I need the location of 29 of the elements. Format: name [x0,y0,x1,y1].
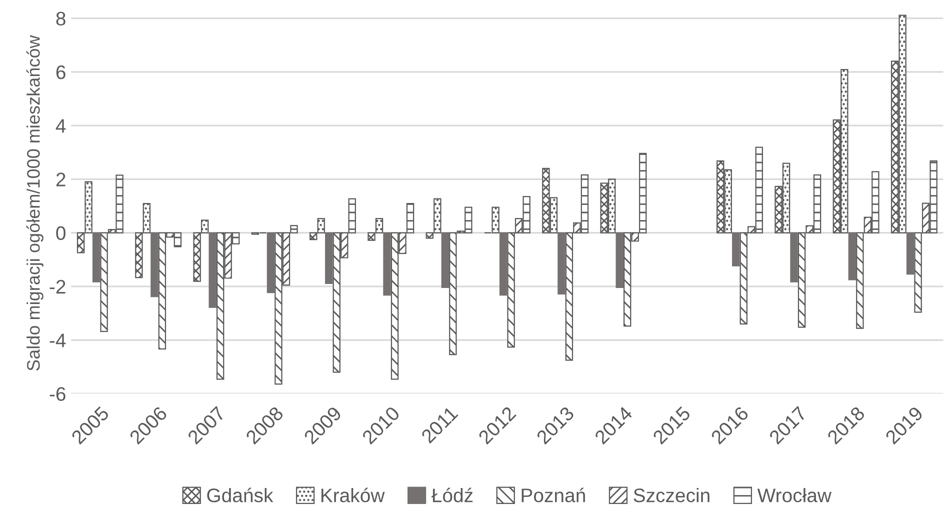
y-tick-label: -2 [50,280,66,294]
bar [383,232,391,296]
bar [325,232,333,284]
bar [558,232,566,294]
bar [790,232,798,282]
legend-label: Wrocław [757,488,832,502]
bar [92,232,100,282]
y-tick-label: -4 [50,334,66,348]
bar [499,232,508,296]
y-tick-label: -6 [50,387,66,401]
bar [266,232,275,294]
legend-label: Kraków [321,488,385,502]
y-tick-label: 0 [56,226,66,240]
y-axis-title: Saldo migracji ogółem/1000 mieszkańców [26,35,44,371]
bar [732,232,740,266]
legend-label: Gdańsk [207,488,274,502]
bar [848,232,856,280]
bar [441,232,450,288]
y-tick-label: 6 [56,65,66,80]
bar [208,232,216,308]
bar [906,232,914,275]
y-tick-label: 4 [56,119,66,133]
bar [150,232,158,298]
y-tick-label: 8 [56,12,66,26]
bar [616,232,624,288]
legend-label: Szczecin [634,488,710,502]
legend-label: Poznań [522,488,585,502]
y-tick-label: 2 [56,172,66,186]
legend-label: Łódź [432,488,473,502]
